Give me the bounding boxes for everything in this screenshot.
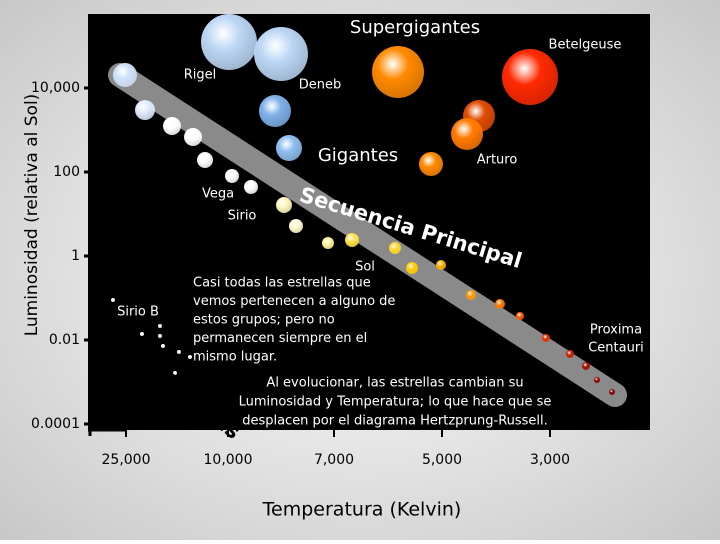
star	[451, 118, 483, 150]
star	[113, 63, 137, 87]
star	[276, 197, 292, 213]
star	[609, 389, 615, 395]
star	[158, 324, 162, 328]
star	[322, 237, 334, 249]
label: Proxima	[590, 323, 642, 338]
label: Centauri	[588, 341, 644, 356]
star	[345, 233, 359, 247]
star	[495, 299, 505, 309]
star	[184, 128, 202, 146]
x-tick-label: 7,000	[314, 452, 354, 468]
stars	[111, 14, 615, 395]
y-tick-label: 10,000	[31, 80, 80, 96]
star	[582, 362, 590, 370]
label: Rigel	[184, 68, 217, 83]
star	[289, 219, 303, 233]
star	[389, 242, 401, 254]
star	[158, 334, 162, 338]
star	[244, 180, 258, 194]
star	[259, 95, 291, 127]
x-tick-label: 10,000	[204, 452, 253, 468]
star	[163, 117, 181, 135]
label: Deneb	[299, 78, 342, 93]
note-line: mismo lugar.	[193, 350, 277, 365]
label: Vega	[202, 187, 234, 202]
label: Sol	[355, 260, 375, 275]
star	[135, 100, 155, 120]
label: Supergigantes	[350, 17, 480, 38]
star	[419, 152, 443, 176]
note-line: Luminosidad y Temperatura; lo que hace q…	[239, 395, 552, 410]
star	[111, 298, 115, 302]
note-line: estos grupos; pero no	[193, 313, 335, 328]
x-tick-label: 3,000	[530, 452, 570, 468]
x-tick-label: 5,000	[422, 452, 462, 468]
star	[161, 344, 165, 348]
y-tick-label: 0.0001	[31, 416, 80, 432]
star	[276, 135, 302, 161]
star	[177, 350, 181, 354]
note-line: permanecen siempre en el	[193, 331, 367, 346]
star	[566, 350, 574, 358]
y-tick-label: 0.01	[49, 332, 80, 348]
x-tick-label: 25,000	[102, 452, 151, 468]
note-line: desplacen por el diagrama Hertzprung-Rus…	[242, 414, 548, 429]
star	[466, 290, 476, 300]
note-line: Casi todas las estrellas que	[193, 276, 371, 291]
star	[406, 262, 418, 274]
star	[372, 46, 424, 98]
label: Sirio B	[117, 305, 159, 320]
star	[502, 49, 558, 105]
star	[173, 371, 177, 375]
star	[188, 355, 192, 359]
y-tick-label: 1	[71, 248, 80, 264]
star	[594, 377, 600, 383]
y-tick-label: 100	[53, 164, 80, 180]
star	[201, 14, 257, 70]
star	[140, 332, 144, 336]
star	[225, 169, 239, 183]
note-line: Al evolucionar, las estrellas cambian su	[266, 376, 523, 391]
x-axis-title: Temperatura (Kelvin)	[262, 499, 462, 521]
label: Sirio	[228, 209, 257, 224]
star	[197, 152, 213, 168]
label: Betelgeuse	[549, 38, 622, 53]
note-line: vemos pertenecen a alguno de	[193, 294, 395, 309]
star	[254, 27, 308, 81]
y-axis-title: Luminosidad (relativa al Sol)	[22, 94, 42, 337]
star	[436, 260, 446, 270]
label: Arturo	[477, 153, 518, 168]
label: Gigantes	[318, 145, 398, 166]
star	[542, 334, 550, 342]
star	[516, 312, 524, 320]
main-sequence-band	[108, 63, 627, 407]
